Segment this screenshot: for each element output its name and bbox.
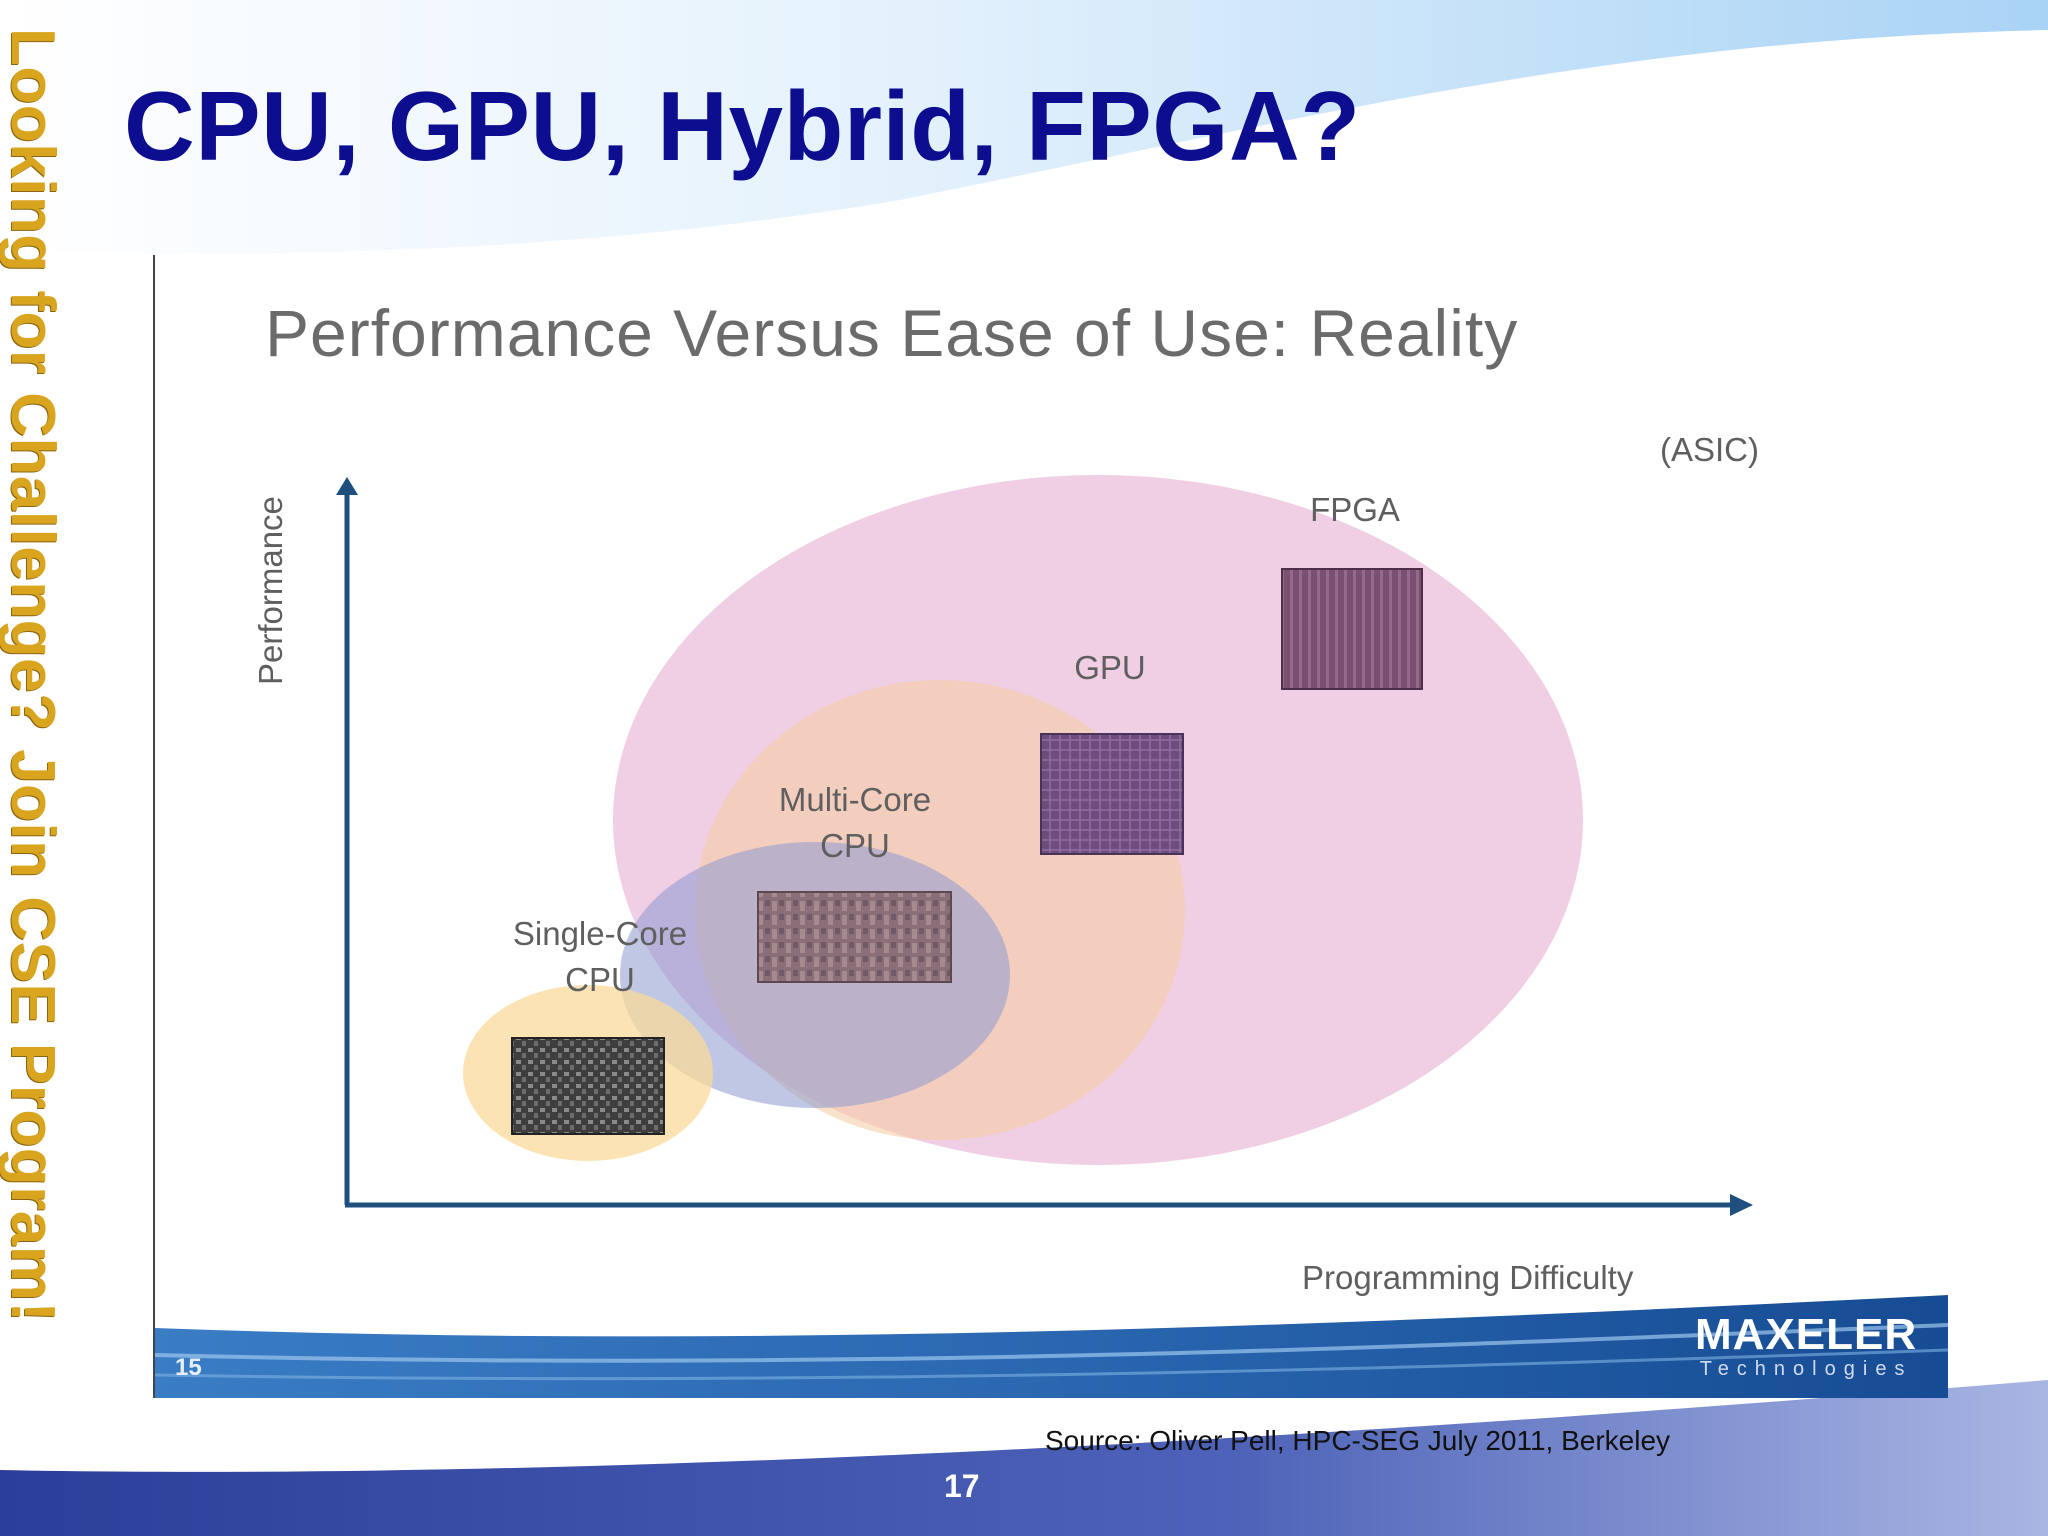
x-axis-label: Programming Difficulty bbox=[1302, 1259, 1634, 1296]
source-citation: Source: Oliver Pell, HPC-SEG July 2011, … bbox=[1045, 1425, 1671, 1456]
embedded-slide: Performance Versus Ease of Use: Reality … bbox=[153, 255, 1948, 1398]
fpga-chip-image bbox=[1281, 568, 1423, 690]
multi-core-label-line1: Multi-Core bbox=[778, 781, 932, 818]
multi-core-label-line2: CPU bbox=[820, 827, 890, 864]
slide-title: CPU, GPU, Hybrid, FPGA? bbox=[124, 71, 1361, 181]
embedded-slide-number: 15 bbox=[175, 1354, 202, 1381]
multi-core-chip-image bbox=[757, 891, 952, 983]
gpu-label: GPU bbox=[1055, 645, 1165, 691]
fpga-label-text: FPGA bbox=[1310, 491, 1400, 528]
side-banner-text: Looking for Challenge? Join CSE Program! bbox=[0, 28, 67, 1323]
embedded-slide-footer-band bbox=[155, 1295, 1948, 1398]
single-core-chip-image bbox=[511, 1037, 665, 1135]
y-axis-arrowhead bbox=[336, 477, 358, 495]
fpga-label: FPGA bbox=[1305, 487, 1405, 533]
page-number: 17 bbox=[944, 1468, 980, 1504]
single-core-label-line2: CPU bbox=[565, 961, 635, 998]
gpu-chip-image bbox=[1040, 733, 1184, 855]
y-axis-label: Performance bbox=[252, 496, 289, 685]
maxeler-logo: MAXELER Technologies bbox=[1695, 1313, 1917, 1381]
logo-text: MAXELER bbox=[1695, 1310, 1918, 1359]
embedded-slide-title: Performance Versus Ease of Use: Reality bbox=[265, 296, 1519, 370]
x-axis-arrowhead bbox=[1730, 1194, 1753, 1216]
asic-label: (ASIC) bbox=[1660, 431, 1759, 468]
gpu-label-text: GPU bbox=[1074, 649, 1146, 686]
logo-subtext: Technologies bbox=[1699, 1358, 1913, 1380]
single-core-label: Single-Core CPU bbox=[485, 911, 715, 1003]
side-banner: Looking for Challenge? Join CSE Program! bbox=[0, 0, 90, 1536]
ease-of-use-diagram bbox=[336, 475, 1753, 1216]
single-core-label-line1: Single-Core bbox=[512, 915, 688, 952]
multi-core-label: Multi-Core CPU bbox=[745, 777, 965, 869]
